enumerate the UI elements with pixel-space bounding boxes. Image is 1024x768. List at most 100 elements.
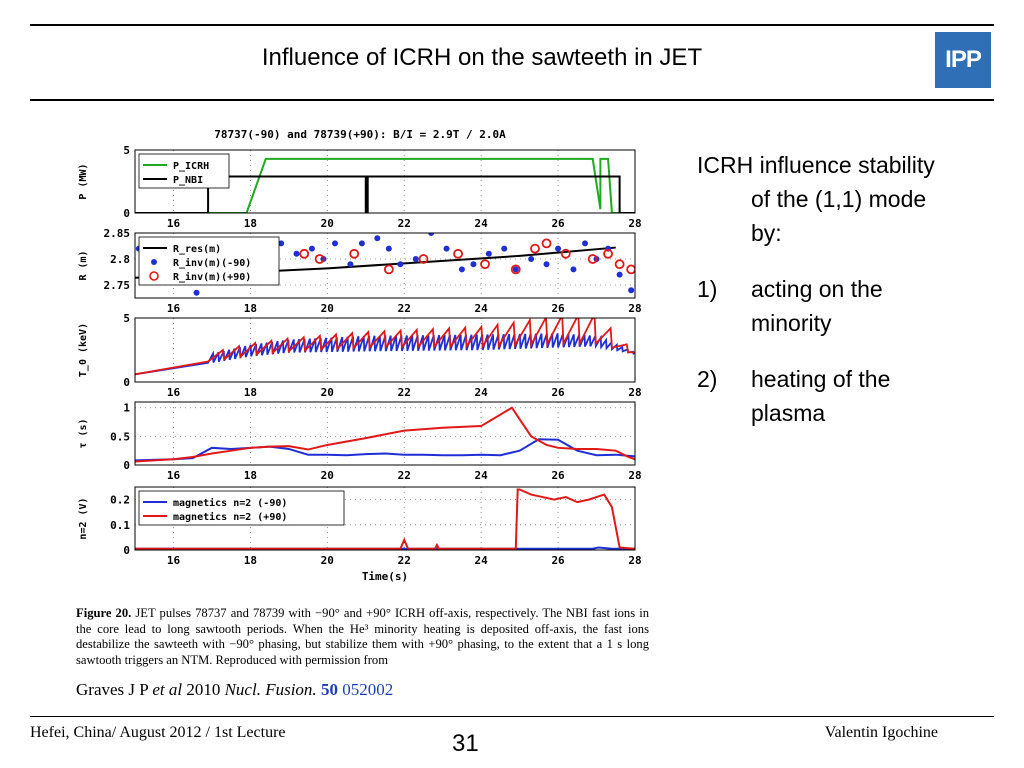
- point-plus90: [510, 264, 521, 275]
- y-tick-label: 0: [123, 459, 130, 472]
- y-axis-label: R (m): [78, 250, 89, 280]
- point-minus90: [412, 256, 419, 262]
- x-tick-label: 20: [321, 217, 334, 230]
- point-minus90: [458, 266, 465, 273]
- axes-frame: [134, 486, 636, 551]
- point-plus90: [614, 259, 625, 270]
- point-plus90: [314, 254, 325, 264]
- x-tick-label: 22: [398, 217, 411, 230]
- point-minus90: [570, 266, 577, 273]
- legend-label: R_inv(m)(+90): [173, 271, 251, 283]
- point-minus90: [332, 240, 338, 247]
- x-tick-label: 18: [244, 217, 257, 230]
- y-axis-label: T_0 (keV): [78, 323, 89, 377]
- bullet-number-2: 2): [697, 366, 718, 392]
- footer-right: Valentin Igochine: [824, 724, 938, 741]
- sawtooth-figure: 78737(-90) and 78739(+90): B/I = 2.9T / …: [78, 128, 642, 583]
- bullet-text-2: heating of the plasma: [751, 362, 890, 430]
- series-line-magnetics n=2 (+90): [135, 488, 635, 550]
- y-tick-label: 5: [123, 144, 130, 157]
- caption-label: Figure 20.: [76, 606, 132, 620]
- point-minus90: [628, 287, 635, 294]
- point-minus90: [512, 266, 519, 273]
- point-plus90: [603, 248, 613, 259]
- x-tick-label: 28: [628, 386, 641, 399]
- y-axis-label: τ (s): [78, 418, 89, 448]
- x-tick-label: 18: [244, 302, 257, 315]
- x-tick-label: 24: [475, 217, 489, 230]
- x-tick-label: 20: [321, 469, 334, 482]
- legend-label: R_inv(m)(-90): [173, 257, 251, 269]
- x-tick-label: 24: [475, 469, 489, 482]
- series-line-P_ICRH: [135, 157, 635, 213]
- legend-label: P_NBI: [173, 175, 203, 186]
- x-tick-label: 18: [244, 469, 257, 482]
- top-rule: [30, 24, 994, 26]
- x-tick-label: 22: [398, 386, 411, 399]
- x-tick-label: 24: [475, 386, 489, 399]
- series-line-+90: [135, 406, 635, 463]
- legend-box: [138, 153, 230, 189]
- ref-number[interactable]: 052002: [342, 680, 394, 699]
- x-tick-label: 20: [321, 302, 334, 315]
- y-tick-label: 0.5: [110, 430, 130, 443]
- point-minus90: [358, 240, 365, 247]
- point-plus90: [453, 248, 463, 259]
- bullet-2-line-1: heating of the: [751, 366, 891, 392]
- point-plus90: [480, 259, 490, 270]
- point-minus90: [278, 240, 285, 247]
- bullet-item-2: 2) heating of the plasma: [697, 362, 1002, 430]
- ref-volume[interactable]: 50: [320, 680, 338, 699]
- axes-frame: [134, 317, 636, 383]
- series-line--90: [135, 438, 635, 462]
- axes-frame: [134, 401, 636, 466]
- series-group-tau: [135, 406, 635, 463]
- point-minus90: [397, 261, 404, 268]
- bullet-list: ICRH influence stability of the (1,1) mo…: [697, 148, 1002, 430]
- point-minus90: [616, 271, 623, 278]
- point-plus90: [530, 243, 540, 254]
- y-tick-label: 0.2: [110, 494, 130, 507]
- y-tick-label: 0: [123, 207, 130, 220]
- point-minus90: [543, 261, 550, 268]
- panel-n2: 0 0.1 0.2 16 18 20 22 24 26 28 n=2 (V) magnetics n=…: [78, 486, 642, 567]
- x-tick-label: 16: [167, 217, 181, 230]
- series-line-P_NBI: [135, 175, 635, 213]
- point-minus90: [485, 250, 492, 257]
- x-tick-label: 16: [167, 386, 181, 399]
- page-number: 31: [452, 730, 479, 757]
- y-axis-label: P (MW): [78, 163, 89, 199]
- x-tick-label: 28: [628, 302, 641, 315]
- bullet-2-line-2: plasma: [751, 400, 826, 426]
- point-plus90: [299, 248, 310, 259]
- x-tick-label: 24: [475, 554, 489, 567]
- legend-marker: [149, 271, 159, 281]
- ref-year: 2010: [186, 680, 221, 699]
- bullet-1-line-1: acting on the: [751, 276, 883, 302]
- point-minus90: [443, 245, 450, 252]
- x-tick-label: 22: [398, 469, 411, 482]
- point-plus90: [383, 264, 394, 275]
- title-rule: [30, 99, 994, 101]
- figure-caption: Figure 20. JET pulses 78737 and 78739 wi…: [76, 606, 649, 668]
- x-tick-label: 24: [475, 302, 489, 315]
- bullet-text-1: acting on the minority: [751, 272, 883, 340]
- point-minus90: [308, 245, 315, 252]
- y-tick-label: 0: [123, 376, 130, 389]
- x-tick-label: 20: [321, 386, 334, 399]
- ref-journal: Nucl. Fusion.: [224, 680, 317, 699]
- footer-left: Hefei, China/ August 2012 / 1st Lecture: [30, 724, 286, 741]
- x-tick-label: 18: [244, 386, 257, 399]
- point-minus90: [293, 250, 300, 257]
- legend-label: magnetics n=2 (-90): [173, 497, 287, 509]
- legend-box: [138, 236, 280, 286]
- point-minus90: [374, 235, 381, 242]
- caption-text: JET pulses 78737 and 78739 with −90° and…: [76, 606, 649, 667]
- x-tick-label: 26: [551, 386, 565, 399]
- x-tick-label: 26: [551, 469, 565, 482]
- x-axis-label: Time(s): [362, 570, 408, 583]
- x-tick-label: 28: [628, 554, 641, 567]
- ipp-logo: IPP: [935, 32, 991, 88]
- x-tick-label: 18: [244, 554, 257, 567]
- x-tick-label: 28: [628, 217, 641, 230]
